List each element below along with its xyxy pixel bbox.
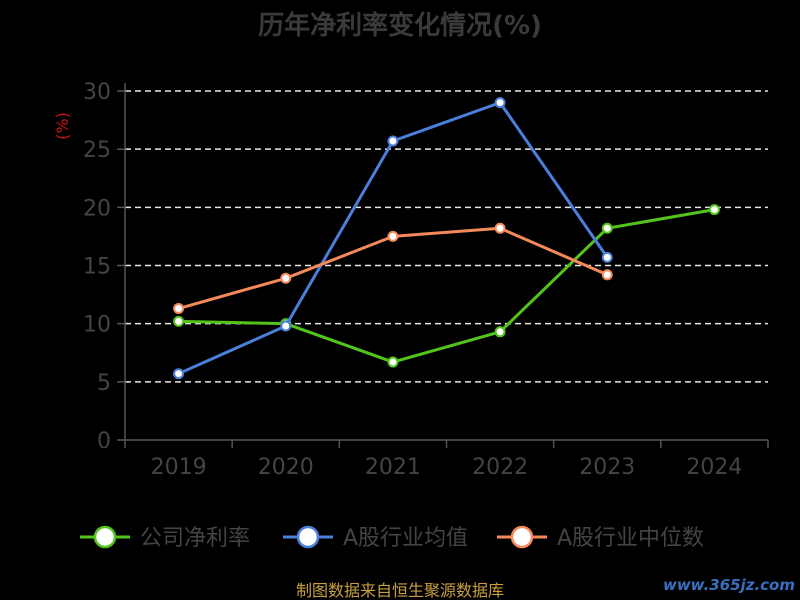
- y-tick-label: 5: [97, 371, 111, 396]
- series-2: [173, 222, 613, 315]
- series-line: [178, 208, 715, 364]
- chart-title: 历年净利率变化情况(%): [258, 10, 542, 41]
- y-tick-label: 15: [83, 255, 111, 280]
- data-point[interactable]: [494, 222, 506, 234]
- data-point[interactable]: [708, 204, 720, 216]
- legend-item[interactable]: 公司净利率: [80, 525, 250, 551]
- legend: 公司净利率 A股行业均值 A股行业中位数: [80, 525, 704, 551]
- x-tick-label: 2023: [579, 455, 635, 480]
- y-tick-label: 0: [97, 429, 111, 454]
- legend-label: 公司净利率: [140, 526, 250, 551]
- legend-swatch-marker: [296, 525, 320, 549]
- legend-item[interactable]: A股行业中位数: [497, 525, 704, 551]
- data-point[interactable]: [494, 326, 506, 338]
- data-point[interactable]: [387, 230, 399, 242]
- y-axis-unit: (%): [53, 112, 72, 140]
- legend-swatch-marker: [93, 525, 117, 549]
- data-point[interactable]: [601, 251, 613, 263]
- series-1: [173, 97, 613, 380]
- x-tick-label: 2024: [686, 455, 742, 480]
- legend-swatch-marker: [510, 525, 534, 549]
- legend-item[interactable]: A股行业均值: [283, 525, 468, 551]
- x-tick-label: 2021: [365, 455, 421, 480]
- data-point[interactable]: [173, 368, 185, 380]
- x-tick-label: 2022: [472, 455, 528, 480]
- y-tick-label: 30: [83, 80, 111, 105]
- grid: [125, 90, 768, 383]
- watermark: www.365jz.com: [663, 576, 795, 594]
- y-tick-label: 10: [83, 313, 111, 338]
- legend-label: A股行业中位数: [557, 526, 704, 551]
- data-point[interactable]: [173, 303, 185, 315]
- data-point[interactable]: [387, 135, 399, 147]
- legend-label: A股行业均值: [343, 526, 468, 551]
- data-point[interactable]: [173, 315, 185, 327]
- data-point[interactable]: [601, 269, 613, 281]
- y-tick-label: 25: [83, 138, 111, 163]
- data-point[interactable]: [494, 97, 506, 109]
- x-tick-label: 2020: [258, 455, 314, 480]
- y-tick-label: 20: [83, 196, 111, 221]
- axes: 0 5 10 15 20 25 30 2019 2020 2021 2022 2023 2024: [83, 80, 769, 480]
- series-group: [173, 97, 720, 380]
- source-footer: 制图数据来自恒生聚源数据库: [296, 581, 504, 600]
- data-point[interactable]: [387, 356, 399, 368]
- data-point[interactable]: [280, 272, 292, 284]
- data-point[interactable]: [280, 320, 292, 332]
- data-point[interactable]: [601, 222, 613, 234]
- x-tick-label: 2019: [151, 455, 207, 480]
